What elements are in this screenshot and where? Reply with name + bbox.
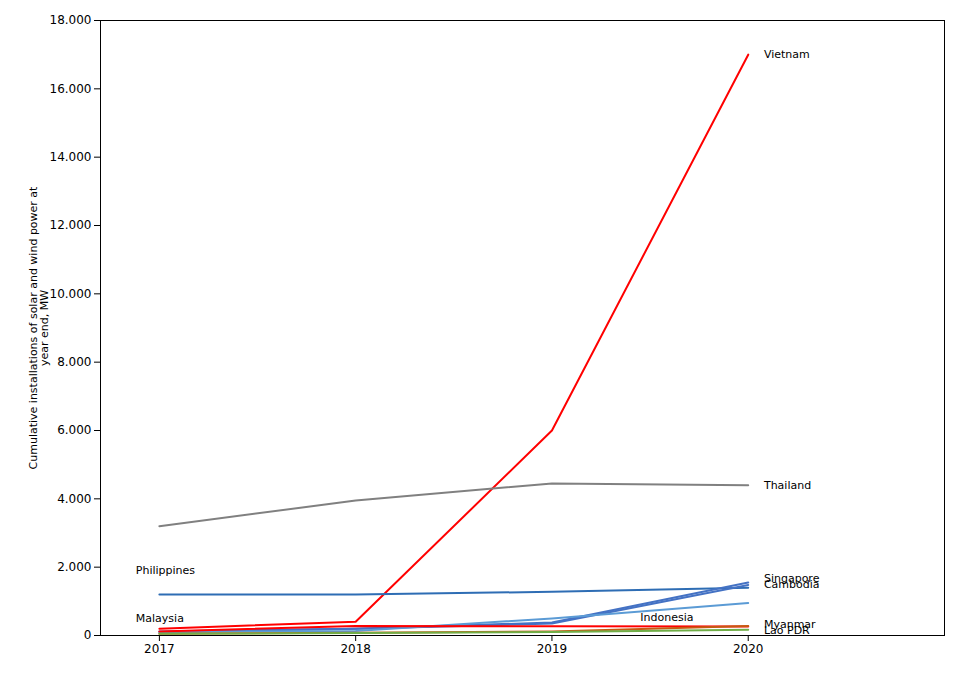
svg-text:2017: 2017: [144, 642, 175, 656]
svg-text:4.000: 4.000: [57, 492, 91, 506]
svg-text:2020: 2020: [733, 642, 764, 656]
svg-text:Cumulative installations of so: Cumulative installations of solar and wi…: [27, 186, 51, 470]
svg-text:Cambodia: Cambodia: [764, 578, 820, 591]
svg-text:18.000: 18.000: [50, 13, 92, 27]
svg-text:0: 0: [84, 628, 92, 642]
svg-text:6.000: 6.000: [57, 423, 91, 437]
svg-text:Vietnam: Vietnam: [764, 48, 810, 61]
svg-text:2018: 2018: [340, 642, 371, 656]
svg-text:2.000: 2.000: [57, 560, 91, 574]
svg-text:Malaysia: Malaysia: [136, 612, 184, 625]
svg-text:2019: 2019: [537, 642, 568, 656]
svg-text:Philippines: Philippines: [136, 564, 196, 577]
svg-text:10.000: 10.000: [50, 287, 92, 301]
svg-text:Thailand: Thailand: [763, 479, 811, 492]
svg-text:Lao PDR: Lao PDR: [763, 624, 810, 638]
svg-text:16.000: 16.000: [50, 82, 92, 96]
svg-text:Indonesia: Indonesia: [640, 611, 693, 624]
svg-text:12.000: 12.000: [50, 218, 92, 232]
svg-text:14.000: 14.000: [50, 150, 92, 164]
svg-text:8.000: 8.000: [57, 355, 91, 369]
